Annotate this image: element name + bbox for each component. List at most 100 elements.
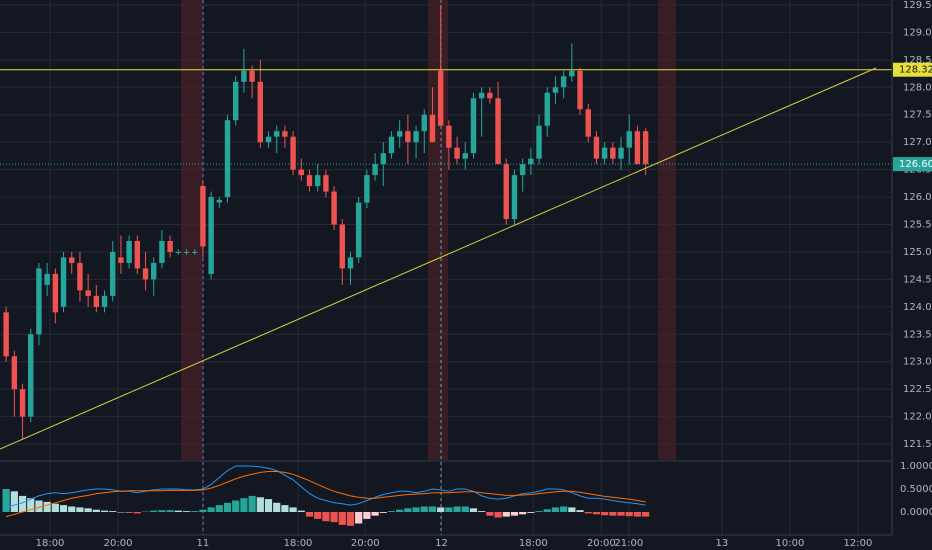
candle-body (69, 257, 75, 263)
histogram-bar (625, 512, 633, 517)
session-band (658, 0, 676, 460)
y-tick-label: 127.50 (903, 110, 932, 121)
histogram-bar (486, 512, 494, 516)
histogram-bar (174, 510, 182, 513)
candle-body (142, 268, 149, 280)
y-tick-label: 124.50 (903, 274, 932, 285)
histogram-bar (264, 499, 273, 513)
x-tick-label: 20:00 (351, 538, 380, 549)
histogram-bar (199, 509, 207, 513)
candle-body (601, 147, 608, 159)
y-tick-label: 0.5000 (900, 484, 932, 495)
candle-body (306, 175, 313, 187)
candle-body (216, 199, 223, 203)
candle-body (249, 70, 255, 82)
candle-body (487, 92, 493, 99)
candle-body (118, 257, 124, 263)
candle-body (544, 92, 550, 126)
y-tick-label: 124.00 (903, 302, 932, 313)
histogram-bar (478, 511, 486, 513)
labels: 121.50 122.00 122.50 123.00 123.50 124.00 124.… (36, 0, 932, 549)
candle-body (593, 136, 600, 159)
candle-body (380, 153, 386, 165)
histogram-bar (543, 509, 551, 513)
histogram-bar (519, 512, 527, 515)
candle-body (208, 197, 214, 274)
indicator-line (5, 471, 646, 518)
x-tick-label: 18:00 (36, 538, 65, 549)
histogram-bar (412, 507, 420, 513)
candle-body (151, 262, 157, 280)
histogram-bar (355, 512, 363, 524)
candle-body (577, 70, 583, 110)
y-tick-label: 123.50 (903, 329, 932, 340)
candle-body (536, 125, 542, 159)
histogram-bar (387, 511, 396, 513)
candle-body (519, 164, 526, 176)
y-tick-label: 125.00 (903, 247, 932, 258)
x-tick-label: 20:00 (104, 538, 133, 549)
y-tick-label: 123.00 (903, 357, 932, 368)
histogram-bar (510, 512, 519, 516)
candle-body (642, 131, 649, 165)
x-tick-label: 20:00 (587, 538, 616, 549)
histogram-bar (100, 510, 109, 513)
candle-body (93, 295, 100, 307)
histogram-bar (371, 512, 379, 516)
candle-body (331, 191, 337, 225)
candle-body (224, 120, 231, 198)
candle-body (429, 114, 436, 143)
histogram-bar (346, 512, 355, 526)
candle-body (634, 131, 641, 165)
histogram-bar (2, 489, 10, 513)
x-tick-label: 12 (435, 538, 448, 549)
histogram-bar (150, 510, 158, 513)
histogram-bar (27, 498, 35, 513)
indicator-line (5, 465, 646, 508)
candle-body (200, 186, 206, 247)
candle-body (11, 356, 18, 390)
candle-body (282, 131, 288, 137)
histogram-bar (363, 512, 371, 519)
y-tick-label: 129.00 (903, 27, 932, 38)
histogram-bar (592, 512, 601, 515)
candle-body (101, 295, 108, 307)
candle-body (618, 147, 624, 159)
histogram-bar (609, 512, 617, 516)
candle-body (454, 147, 460, 159)
x-tick-label: 10:00 (776, 538, 805, 549)
candle-body (610, 147, 616, 159)
candle-body (372, 164, 378, 176)
histogram-bar (404, 508, 412, 513)
histogram-bar (560, 506, 568, 513)
candle-body (167, 240, 173, 252)
candle-body (85, 290, 91, 296)
candle-body (569, 70, 575, 77)
candle-body (77, 262, 83, 291)
histogram-bar (248, 495, 256, 513)
histogram-bar (379, 512, 387, 513)
candle-body (495, 98, 501, 165)
histogram-bar (76, 507, 84, 513)
histogram-bar (297, 510, 305, 513)
candle-body (503, 164, 509, 220)
histogram-bar (273, 502, 281, 513)
histogram-bar (51, 503, 59, 513)
histogram-bar (117, 512, 125, 513)
candle-body (298, 169, 304, 176)
histogram-bar (576, 510, 584, 513)
x-tick-label: 13 (716, 538, 729, 549)
histogram-bar (453, 506, 461, 513)
candle-body (470, 98, 477, 154)
histogram-bar (633, 512, 642, 517)
session-band (428, 0, 448, 460)
histogram-bar (494, 512, 502, 518)
y-tick-label: 1.0000 (900, 461, 932, 472)
histogram-bar (182, 511, 191, 513)
candle-body (3, 312, 9, 357)
candle-body (446, 125, 452, 148)
y-tick-label: 122.00 (903, 412, 932, 423)
histogram-bar (43, 501, 51, 513)
y-tick-label: 125.50 (903, 220, 932, 231)
